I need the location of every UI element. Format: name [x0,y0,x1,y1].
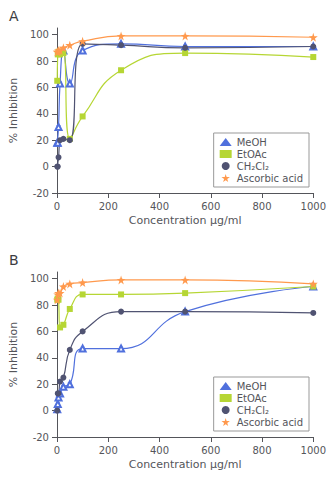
svg-text:60: 60 [36,82,49,93]
svg-text:80: 80 [36,300,49,311]
svg-text:0: 0 [43,161,49,172]
svg-text:CH₂Cl₂: CH₂Cl₂ [237,161,269,172]
svg-text:% Inhibition: % Inhibition [7,322,20,387]
svg-text:Ascorbic acid: Ascorbic acid [237,173,303,184]
svg-text:EtOAc: EtOAc [237,393,267,404]
svg-text:800: 800 [252,445,271,456]
svg-text:Concentration μg/ml: Concentration μg/ml [129,458,242,471]
svg-text:B: B [9,252,19,268]
svg-text:600: 600 [201,201,220,212]
svg-text:1000: 1000 [301,445,326,456]
svg-text:CH₂Cl₂: CH₂Cl₂ [237,405,269,416]
svg-text:60: 60 [36,326,49,337]
svg-text:-20: -20 [33,432,49,443]
svg-text:80: 80 [36,56,49,67]
svg-text:200: 200 [99,445,118,456]
svg-text:MeOH: MeOH [237,137,267,148]
svg-text:Ascorbic acid: Ascorbic acid [237,417,303,428]
svg-text:A: A [9,8,19,24]
svg-text:MeOH: MeOH [237,381,267,392]
svg-text:EtOAc: EtOAc [237,149,267,160]
svg-text:100: 100 [30,29,49,40]
svg-text:400: 400 [150,445,169,456]
svg-text:400: 400 [150,201,169,212]
svg-text:800: 800 [252,201,271,212]
svg-text:0: 0 [54,445,60,456]
svg-text:Concentration μg/ml: Concentration μg/ml [129,214,242,227]
svg-text:-20: -20 [33,188,49,199]
svg-text:100: 100 [30,273,49,284]
svg-text:40: 40 [36,108,49,119]
svg-text:40: 40 [36,352,49,363]
svg-text:600: 600 [201,445,220,456]
svg-text:20: 20 [36,379,49,390]
svg-text:200: 200 [99,201,118,212]
svg-text:0: 0 [54,201,60,212]
svg-text:1000: 1000 [301,201,326,212]
svg-text:% Inhibition: % Inhibition [7,78,20,143]
svg-text:0: 0 [43,405,49,416]
svg-text:20: 20 [36,135,49,146]
